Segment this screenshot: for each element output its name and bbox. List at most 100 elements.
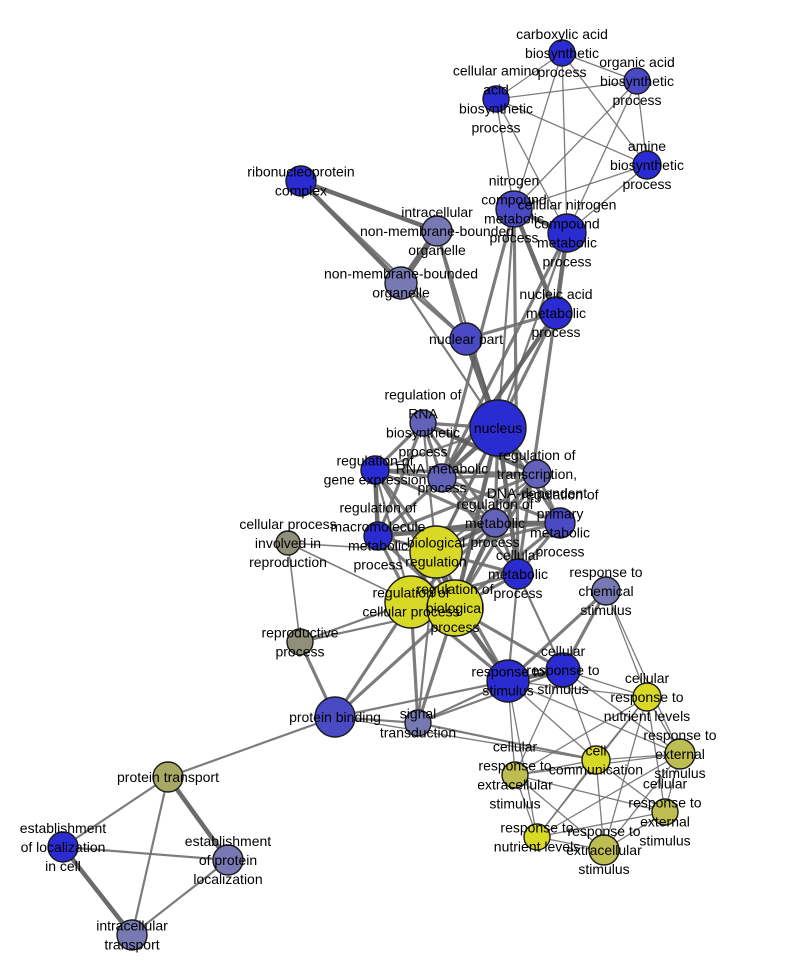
edge-rrbp-rmmp xyxy=(376,421,425,538)
node-npart[interactable]: nuclear part xyxy=(449,322,483,356)
node-label-rbp: regulation of biological process xyxy=(416,581,493,635)
node-rmmp[interactable]: regulation of macromolecule metabolic pr… xyxy=(363,521,393,551)
node-label-itrans: intracellular transport xyxy=(96,918,168,953)
node-label-ptrans: protein transport xyxy=(117,769,219,785)
node-carb[interactable]: carboxylic acid biosynthetic process xyxy=(548,39,576,67)
node-label-carb: carboxylic acid biosynthetic process xyxy=(516,26,608,80)
edge-org-nitro xyxy=(513,80,638,210)
node-label-cpir: cellular process involved in reproduction xyxy=(239,516,336,570)
node-label-org: organic acid biosynthetic process xyxy=(599,54,675,108)
node-label-crextra: cellular response to extracellular stimulus xyxy=(477,739,553,812)
node-label-nitro: nitrogen compound metabolic process xyxy=(481,173,546,246)
edge-org-amino xyxy=(495,80,638,100)
node-label-crext: cellular response to external stimulus xyxy=(628,776,701,849)
edge-rpmp-rmmp xyxy=(376,521,562,538)
edge-crstim-crextra xyxy=(514,669,564,776)
edge-pbind-ptrans xyxy=(166,715,337,779)
node-rnam[interactable]: RNA metabolic process xyxy=(427,463,457,493)
node-label-cnitro: cellular nitrogen compound metabolic proces… xyxy=(518,197,617,270)
node-label-rrbp: regulation of RNA biosynthetic process xyxy=(384,387,461,460)
edge-rchem-crnl xyxy=(605,590,648,698)
edge-org-cnitro xyxy=(566,80,638,234)
node-label-ccomm: cell communication xyxy=(549,743,643,778)
edge-rnam-rtdd xyxy=(440,472,539,480)
node-rge[interactable]: regulation of gene expression xyxy=(360,455,390,485)
node-nucleus[interactable]: nucleus xyxy=(469,399,527,457)
node-rextra[interactable]: response to extracellular stimulus xyxy=(588,834,620,866)
edge-crstim-sigtrans xyxy=(416,668,565,725)
edge-elc-epl xyxy=(61,845,230,862)
edge-rnp-inmbo xyxy=(298,178,440,234)
node-label-rmp: regulation of metabolic process xyxy=(456,496,533,550)
node-amine[interactable]: amine biosynthetic process xyxy=(632,150,662,180)
node-label-rextra: response to extracellular stimulus xyxy=(566,823,642,877)
node-label-cmp: cellular metabolic process xyxy=(488,547,548,601)
edge-carb-nitro xyxy=(513,52,563,210)
node-rnp[interactable]: ribonucleoprotein complex xyxy=(285,165,317,197)
edge-cnitro-nucleus xyxy=(496,231,569,430)
node-cmp[interactable]: cellular metabolic process xyxy=(502,558,534,590)
node-label-nam: nucleic acid metabolic process xyxy=(519,286,592,340)
edge-amine-nitro xyxy=(513,164,648,210)
node-crnl[interactable]: cellular response to nutrient levels xyxy=(632,682,662,712)
node-nam[interactable]: nucleic acid metabolic process xyxy=(539,296,573,330)
edge-amino-amine xyxy=(495,98,648,166)
node-rtdd[interactable]: regulation of transcription, DNA-depende… xyxy=(522,459,552,489)
node-crext[interactable]: cellular response to external stimulus xyxy=(651,798,679,826)
edge-rstim-rext xyxy=(507,680,681,755)
edge-rstim-pbind xyxy=(333,679,510,719)
edge-ccomm-rnl xyxy=(536,759,597,838)
node-cpir[interactable]: cellular process involved in reproductio… xyxy=(275,530,301,556)
node-label-rpmp: regulation of primary metabolic process xyxy=(521,487,598,560)
node-label-bioreg: biological regulation xyxy=(405,535,467,570)
node-label-rchem: response to chemical stimulus xyxy=(569,564,642,618)
node-nitro[interactable]: nitrogen compound metabolic process xyxy=(495,190,533,228)
node-label-npart: nuclear part xyxy=(429,331,503,347)
node-org[interactable]: organic acid biosynthetic process xyxy=(623,67,651,95)
edge-carb-cnitro xyxy=(561,52,568,234)
node-label-rext: response to external stimulus xyxy=(643,727,716,781)
node-label-crnl: cellular response to nutrient levels xyxy=(604,670,690,724)
node-ccomm[interactable]: cell communication xyxy=(581,745,611,775)
node-ptrans[interactable]: protein transport xyxy=(152,761,184,793)
edge-nmbo-nucleus xyxy=(399,281,500,430)
node-repro[interactable]: reproductive process xyxy=(286,628,314,656)
labels-layer: carboxylic acid biosynthetic processorgani… xyxy=(20,26,717,953)
node-cnitro[interactable]: cellular nitrogen compound metabolic pro… xyxy=(547,213,587,253)
node-label-sigtrans: signal transduction xyxy=(380,706,456,741)
node-elc[interactable]: establishment of localization in cell xyxy=(47,831,79,863)
node-nmbo[interactable]: non-membrane-bounded organelle xyxy=(384,266,418,300)
node-rext[interactable]: response to external stimulus xyxy=(664,738,696,770)
edge-cnitro-cmp xyxy=(516,231,569,576)
node-sigtrans[interactable]: signal transduction xyxy=(404,709,432,737)
edge-carb-amine xyxy=(561,52,648,166)
node-rnl[interactable]: response to nutrient levels xyxy=(523,823,551,851)
node-bioreg[interactable]: biological regulation xyxy=(409,525,463,579)
node-rchem[interactable]: response to chemical stimulus xyxy=(591,576,621,606)
node-rpmp[interactable]: regulation of primary metabolic process xyxy=(544,507,576,539)
node-label-rnp: ribonucleoprotein complex xyxy=(247,164,354,199)
node-label-elc: establishment of localization in cell xyxy=(20,820,106,874)
node-rstim[interactable]: response to stimulus xyxy=(486,659,530,703)
node-crextra[interactable]: cellular response to extracellular stimu… xyxy=(501,761,529,789)
node-rrbp[interactable]: regulation of RNA biosynthetic process xyxy=(409,409,437,437)
edge-crextra-crext xyxy=(514,774,666,813)
edge-rnp-npart xyxy=(299,179,468,341)
node-label-amine: amine biosynthetic process xyxy=(610,138,684,192)
node-itrans[interactable]: intracellular transport xyxy=(116,919,148,951)
node-rmp[interactable]: regulation of metabolic process xyxy=(480,508,510,538)
edge-rext-rextra xyxy=(603,753,681,851)
edge-rge-rmp xyxy=(373,468,497,525)
node-crstim[interactable]: cellular response to stimulus xyxy=(545,652,581,688)
edge-epl-itrans xyxy=(130,858,230,937)
node-rbp[interactable]: regulation of biological process xyxy=(426,579,484,637)
node-label-rge: regulation of gene expression xyxy=(324,453,427,488)
node-pbind[interactable]: protein binding xyxy=(314,696,356,738)
edge-amino-cnitro xyxy=(495,98,568,234)
node-amino[interactable]: cellular amino acid biosynthetic process xyxy=(482,85,510,113)
node-epl[interactable]: establishment of protein localization xyxy=(212,844,244,876)
node-inmbo[interactable]: intracellular non-membrane-bounded organ… xyxy=(421,215,453,247)
edge-crext-rnl xyxy=(536,811,666,838)
edge-ccomm-sigtrans xyxy=(416,721,598,762)
